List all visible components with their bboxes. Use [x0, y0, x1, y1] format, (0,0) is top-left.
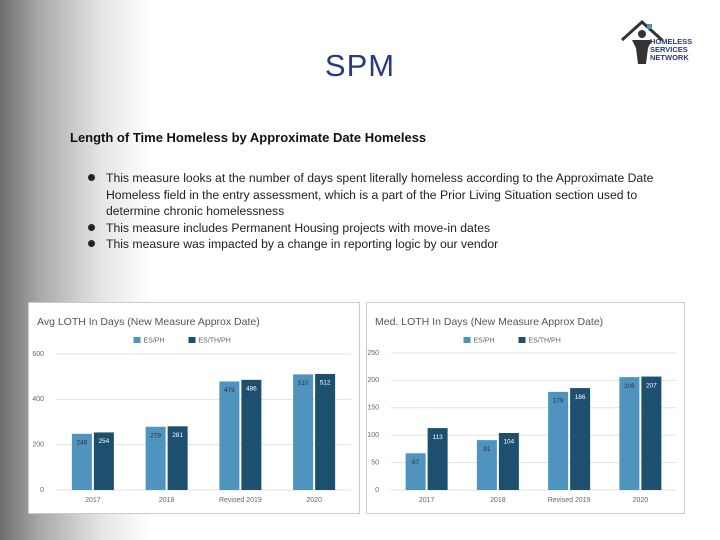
data-label: 179: [553, 398, 564, 405]
bar: [241, 379, 262, 490]
x-tick-label: 2018: [159, 497, 175, 504]
data-label: 67: [412, 459, 420, 466]
y-tick-label: 250: [367, 350, 379, 357]
chart-title: Avg LOTH In Days (New Measure Approx Dat…: [37, 316, 260, 328]
legend-label: ES/PH: [144, 337, 165, 344]
bar: [570, 388, 591, 490]
logo-line: SERVICES: [650, 45, 688, 54]
chart: Med. LOTH In Days (New Measure Approx Da…: [367, 316, 676, 504]
y-tick-label: 400: [32, 396, 44, 403]
bar: [71, 433, 92, 490]
data-label: 479: [224, 387, 235, 394]
x-tick-label: 2020: [633, 497, 649, 504]
chart-title: Med. LOTH In Days (New Measure Approx Da…: [375, 316, 603, 328]
logo-text: HOMELESS SERVICES NETWORK: [650, 38, 692, 62]
y-tick-label: 200: [32, 442, 44, 449]
bar: [219, 381, 240, 490]
legend-swatch: [188, 337, 196, 343]
data-label: 207: [646, 382, 657, 389]
x-tick-label: 2018: [490, 497, 506, 504]
y-tick-label: 200: [367, 377, 379, 384]
y-tick-label: 0: [375, 487, 379, 494]
bar: [619, 377, 640, 490]
bar: [293, 374, 314, 490]
y-tick-label: 50: [371, 459, 379, 466]
bar: [641, 376, 662, 490]
data-label: 113: [432, 434, 443, 441]
slide-title: SPM: [324, 48, 396, 83]
data-label: 512: [320, 380, 331, 387]
y-tick-label: 150: [367, 405, 379, 412]
bar: [93, 432, 114, 490]
chart: Avg LOTH In Days (New Measure Approx Dat…: [32, 316, 351, 504]
data-label: 104: [503, 439, 514, 446]
y-tick-label: 600: [32, 351, 44, 358]
bar: [498, 433, 519, 490]
legend-swatch: [133, 337, 141, 343]
data-label: 486: [246, 386, 257, 393]
bullet: This measure includes Permanent Housing …: [88, 220, 678, 237]
x-tick-label: Revised 2019: [548, 497, 591, 504]
x-tick-label: Revised 2019: [219, 497, 262, 504]
logo-line: HOMELESS: [650, 37, 693, 46]
logo-line: NETWORK: [650, 53, 689, 62]
legend-label: ES/TH/PH: [199, 337, 231, 344]
legend-swatch: [518, 337, 526, 343]
data-label: 510: [298, 380, 309, 387]
bar: [315, 373, 336, 490]
heading: Length of Time Homeless by Approximate D…: [70, 130, 427, 145]
x-tick-label: 2020: [306, 497, 322, 504]
bullet-list: This measure looks at the number of days…: [88, 170, 678, 253]
y-tick-label: 100: [367, 432, 379, 439]
data-label: 91: [483, 446, 491, 453]
bar: [167, 426, 188, 490]
legend-swatch: [463, 337, 471, 343]
chart-panel: Med. LOTH In Days (New Measure Approx Da…: [366, 302, 685, 514]
data-label: 206: [624, 383, 635, 390]
chart-panel: Avg LOTH In Days (New Measure Approx Dat…: [28, 302, 360, 514]
x-tick-label: 2017: [85, 497, 101, 504]
x-tick-label: 2017: [419, 497, 435, 504]
bar: [145, 426, 166, 490]
legend-label: ES/PH: [474, 337, 495, 344]
bullet: This measure was impacted by a change in…: [88, 236, 678, 253]
logo-icon: [620, 19, 664, 64]
bar: [476, 440, 497, 490]
data-label: 279: [150, 432, 161, 439]
bullet: This measure looks at the number of days…: [88, 170, 678, 220]
bar: [405, 453, 426, 490]
bar: [427, 428, 448, 490]
data-label: 248: [76, 440, 87, 447]
data-label: 186: [575, 394, 586, 401]
bar: [548, 391, 569, 490]
data-label: 281: [172, 432, 183, 439]
legend-label: ES/TH/PH: [529, 337, 561, 344]
data-label: 254: [98, 438, 109, 445]
y-tick-label: 0: [40, 487, 44, 494]
